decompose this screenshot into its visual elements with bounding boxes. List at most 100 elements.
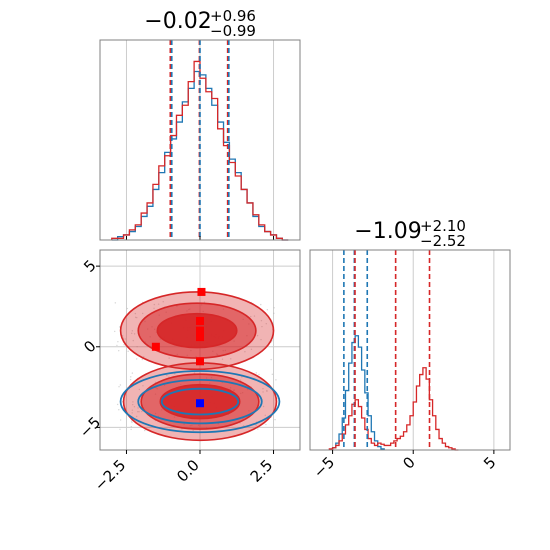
sample-point xyxy=(132,401,134,403)
marker-red-2 xyxy=(196,326,204,335)
sample-point xyxy=(130,425,132,428)
marker-red-5 xyxy=(196,357,204,366)
sample-point xyxy=(136,345,138,348)
sample-point xyxy=(133,405,136,408)
sample-point xyxy=(135,415,138,418)
sample-point xyxy=(134,312,137,315)
sample-point xyxy=(118,326,121,328)
sample-point xyxy=(119,428,121,430)
title-right-upper: +2.10 xyxy=(420,217,466,235)
sample-point xyxy=(261,325,263,328)
sample-point xyxy=(265,423,267,426)
sample-point xyxy=(273,307,275,309)
sample-point xyxy=(265,323,267,325)
sample-point xyxy=(114,302,117,304)
sample-point xyxy=(129,378,132,381)
sample-point xyxy=(262,405,265,408)
sample-point xyxy=(258,373,260,376)
sample-point xyxy=(138,388,141,391)
sample-point xyxy=(203,301,206,303)
sample-point xyxy=(142,312,144,315)
sample-point xyxy=(244,351,246,353)
x-tick-label-0: −2.5 xyxy=(91,456,129,494)
sample-point xyxy=(275,379,277,381)
contour-blue-mode0-level2 xyxy=(160,387,240,416)
panel-frame-right xyxy=(309,249,511,451)
sample-point xyxy=(116,403,119,406)
histogram-step-0 xyxy=(331,335,385,450)
sample-point xyxy=(116,344,118,347)
sample-point xyxy=(166,374,168,377)
sample-point xyxy=(271,373,274,376)
sample-point xyxy=(141,410,143,413)
sample-point xyxy=(168,357,170,359)
marker-red-4 xyxy=(151,342,160,351)
sample-point xyxy=(230,358,232,360)
sample-point xyxy=(153,307,155,310)
x-tick-label-1: 0.0 xyxy=(173,456,203,486)
panel-frame-top xyxy=(99,39,301,241)
histogram-panel-y: −5 0 5 −1.09+2.10−2.52 xyxy=(309,217,511,482)
sample-point xyxy=(131,409,134,411)
sample-point xyxy=(253,315,256,317)
sample-point xyxy=(136,316,138,319)
marker-blue-0 xyxy=(196,399,204,408)
sample-point xyxy=(131,372,134,374)
marker-red-0 xyxy=(197,287,206,296)
sample-point xyxy=(260,338,262,341)
sample-point xyxy=(273,312,275,315)
histogram-panel-x: −0.02+0.96−0.99 xyxy=(99,7,301,241)
sample-point xyxy=(221,358,224,360)
sample-point xyxy=(126,307,129,310)
sample-point xyxy=(127,350,129,353)
sample-point xyxy=(144,429,146,432)
sample-point xyxy=(130,420,133,422)
x-tick-label-1: 0 xyxy=(399,453,418,472)
sample-point xyxy=(131,421,133,424)
sample-point xyxy=(118,386,120,388)
marker-red-1 xyxy=(196,316,204,325)
sample-point xyxy=(274,418,276,421)
sample-point xyxy=(256,334,259,337)
sample-point xyxy=(137,407,139,409)
sample-point xyxy=(264,414,266,416)
sample-point xyxy=(131,332,133,335)
sample-point xyxy=(132,403,134,406)
sample-point xyxy=(260,303,262,306)
title-top-upper: +0.96 xyxy=(210,7,256,25)
sample-point xyxy=(117,340,119,343)
sample-point xyxy=(142,385,144,387)
sample-point xyxy=(255,372,257,374)
sample-point xyxy=(270,358,272,361)
histogram-step-1 xyxy=(328,367,459,451)
sample-point xyxy=(241,376,243,378)
sample-point xyxy=(255,424,257,426)
sample-point xyxy=(133,333,136,335)
x-tick-label-2: 2.5 xyxy=(247,456,277,486)
sample-point xyxy=(119,419,122,421)
sample-point xyxy=(153,303,156,306)
sample-point xyxy=(134,316,137,319)
sample-point xyxy=(119,384,122,386)
sample-point xyxy=(118,409,120,411)
sample-point xyxy=(266,389,268,392)
sample-point xyxy=(124,338,126,340)
x-tick-label-2: 5 xyxy=(480,453,499,472)
sample-point xyxy=(157,303,160,305)
marker-red-3 xyxy=(196,333,204,342)
sample-point xyxy=(130,428,132,431)
sample-point xyxy=(131,412,133,414)
sample-point xyxy=(114,330,116,333)
sample-point xyxy=(141,358,143,361)
sample-point xyxy=(262,391,264,393)
histogram-step-1 xyxy=(111,60,289,241)
sample-point xyxy=(162,300,164,303)
sample-point xyxy=(239,379,242,381)
sample-point xyxy=(136,358,138,360)
title-top-median: −0.02 xyxy=(144,9,211,34)
contour-blue-mode0-level1 xyxy=(137,378,263,425)
sample-point xyxy=(174,373,176,375)
title-right-lower: −2.52 xyxy=(420,232,466,250)
sample-point xyxy=(131,330,134,332)
sample-point xyxy=(137,411,139,413)
